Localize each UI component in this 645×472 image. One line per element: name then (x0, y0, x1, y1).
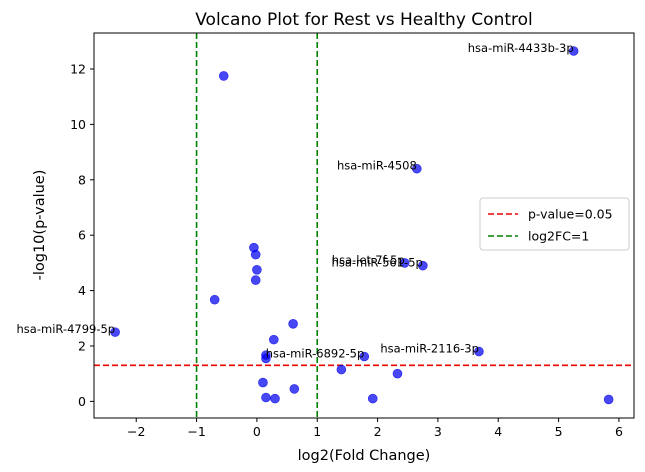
x-axis: −2 −1 0 1 2 3 4 5 6 (127, 418, 623, 439)
data-point (474, 346, 484, 357)
data-point (252, 265, 262, 275)
y-axis: 0 2 4 6 8 10 12 (70, 62, 94, 409)
point-annotation: hsa-miR-4799-5p (17, 322, 116, 336)
point-annotation: hsa-miR-6892-5p (266, 347, 365, 361)
data-point (418, 260, 428, 271)
y-tick-label: 10 (70, 117, 86, 132)
data-point (209, 294, 220, 305)
data-point (399, 258, 410, 268)
y-axis-label: -log10(p-value) (32, 170, 48, 281)
data-point (218, 71, 229, 81)
data-point (261, 392, 271, 403)
data-point (270, 393, 280, 404)
data-point (289, 384, 300, 394)
data-point (411, 163, 422, 174)
legend-box (479, 197, 630, 251)
data-point (359, 351, 370, 362)
x-tick-label: −2 (127, 424, 145, 439)
point-annotation: hsa-miR-2116-3p (380, 342, 479, 356)
data-point (568, 46, 579, 56)
data-point (392, 368, 403, 379)
data-point (261, 353, 271, 364)
x-tick-label: 0 (253, 424, 261, 439)
y-tick-label: 12 (70, 62, 86, 77)
data-point (110, 327, 120, 337)
reference-lines (94, 33, 634, 418)
data-points (110, 46, 614, 405)
y-tick-label: 0 (78, 394, 86, 409)
x-tick-label: 4 (494, 424, 502, 439)
x-tick-label: 1 (313, 424, 321, 439)
point-annotation: hsa-miR-561-5p (332, 256, 423, 270)
x-axis-label: log2(Fold Change) (298, 448, 431, 464)
point-annotation: hsa-miR-4508 (337, 159, 417, 173)
data-point (250, 275, 261, 285)
data-point (336, 364, 347, 375)
data-point (268, 334, 279, 345)
x-tick-label: −1 (187, 424, 205, 439)
chart-title: Volcano Plot for Rest vs Healthy Control (195, 10, 533, 30)
y-tick-label: 6 (78, 228, 86, 243)
y-tick-label: 4 (78, 283, 86, 298)
data-point (288, 319, 298, 329)
data-point (250, 249, 261, 260)
legend-label: log2FC=1 (528, 229, 589, 244)
data-point (603, 394, 614, 405)
y-tick-label: 2 (78, 338, 86, 353)
x-tick-label: 5 (555, 424, 563, 439)
plot-frame (93, 32, 635, 419)
x-tick-label: 6 (615, 424, 623, 439)
x-tick-label: 3 (434, 424, 442, 439)
point-annotation: hsa-let-7f-5p (332, 253, 405, 267)
y-tick-label: 8 (78, 172, 86, 187)
data-point (367, 393, 378, 404)
legend: p-value=0.05 log2FC=1 (479, 197, 630, 251)
point-annotation: hsa-miR-4433b-3p (468, 41, 574, 55)
legend-label: p-value=0.05 (528, 207, 613, 222)
x-tick-label: 2 (374, 424, 382, 439)
data-point (258, 377, 268, 388)
point-annotations: hsa-miR-4433b-3p hsa-miR-4508 hsa-let-7f-5… (17, 41, 574, 361)
